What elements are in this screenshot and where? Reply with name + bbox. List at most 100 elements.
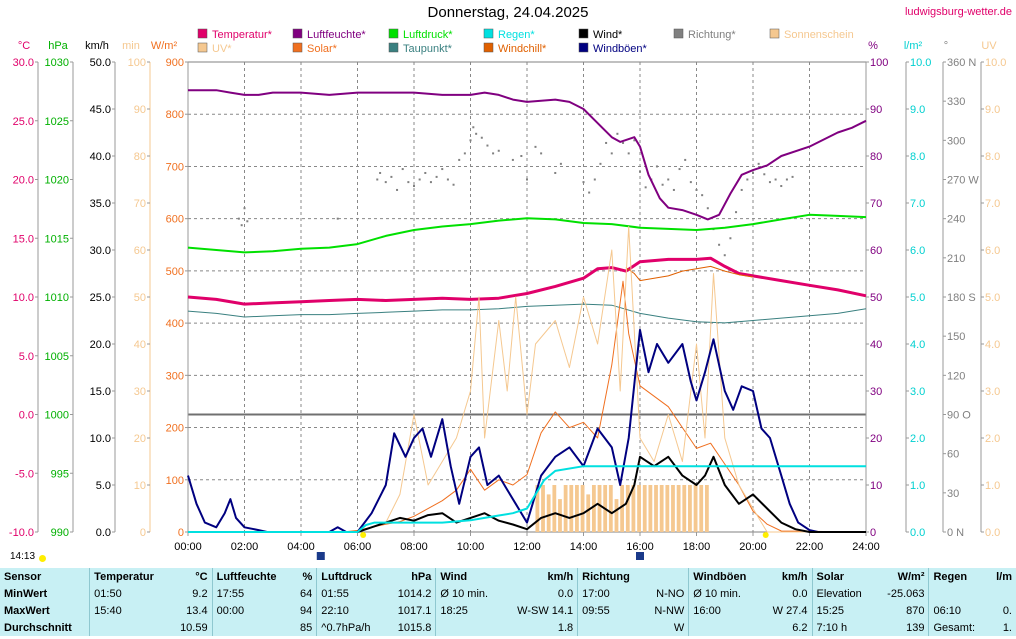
stats-header-sensor: Sensor bbox=[4, 570, 42, 583]
direction-dot bbox=[554, 171, 557, 174]
rain-min-value bbox=[988, 585, 1016, 602]
wind-tick-label: 30.0 bbox=[90, 245, 111, 257]
legend-swatch bbox=[292, 28, 303, 39]
hum-tick-label: 60 bbox=[870, 245, 882, 257]
sunmin-tick-label: 0 bbox=[140, 527, 146, 539]
sunshine-bar bbox=[654, 485, 658, 532]
x-tick-label: 04:00 bbox=[287, 541, 315, 553]
direction-dot bbox=[706, 207, 709, 210]
gust-max-label: 16:00 bbox=[688, 602, 762, 619]
stats-header-rain: Regen bbox=[928, 568, 988, 585]
stats-row-label: MaxWert bbox=[4, 604, 50, 617]
temp-tick-label: 10.0 bbox=[13, 292, 34, 304]
press-tick-label: 990 bbox=[51, 527, 69, 539]
x-tick-label: 14:00 bbox=[570, 541, 598, 553]
dir-min-time: 17:00 bbox=[577, 585, 644, 602]
direction-dot bbox=[768, 181, 771, 184]
temp-tick-label: -5.0 bbox=[15, 468, 34, 480]
x-tick-label: 12:00 bbox=[513, 541, 541, 553]
sunshine-bar bbox=[552, 485, 557, 532]
direction-dot bbox=[511, 158, 514, 161]
gust-min-value: 0.0 bbox=[792, 587, 808, 600]
wind-tick-label: 45.0 bbox=[90, 104, 111, 116]
temp-max-time: 15:40 bbox=[89, 602, 170, 619]
direction-dot bbox=[424, 171, 427, 174]
sunshine-bar bbox=[546, 494, 551, 532]
direction-dot bbox=[396, 188, 399, 191]
sunshine-bar bbox=[642, 485, 647, 532]
series-windchill bbox=[625, 265, 754, 282]
rain-tick-label: 6.0 bbox=[910, 245, 925, 257]
sunshine-bar bbox=[688, 485, 692, 532]
x-tick-label: 02:00 bbox=[231, 541, 259, 553]
series-regen bbox=[188, 465, 866, 533]
direction-dot bbox=[379, 171, 382, 174]
sunshine-bar bbox=[597, 485, 602, 532]
dir-tick-label: 30 bbox=[947, 488, 959, 500]
direction-dot bbox=[763, 173, 766, 176]
direction-dot bbox=[435, 175, 438, 178]
legend-swatch bbox=[388, 42, 399, 53]
sunshine-bar bbox=[575, 485, 579, 532]
uv-tick-label: 1.0 bbox=[985, 480, 1000, 492]
rain-axis-unit: l/m² bbox=[904, 40, 923, 52]
site-link[interactable]: ludwigsburg-wetter.de bbox=[904, 6, 1012, 18]
stats-header-wind: Wind bbox=[435, 568, 502, 585]
direction-dot bbox=[593, 178, 596, 181]
dir-max-time: 09:55 bbox=[577, 602, 644, 619]
press-min-time: 01:55 bbox=[316, 585, 387, 602]
stats-header-solar: Solar bbox=[811, 568, 876, 585]
solar-axis-unit: W/m² bbox=[151, 40, 178, 52]
x-tick-label: 24:00 bbox=[852, 541, 880, 553]
stats-header-press: Luftdruck bbox=[316, 568, 387, 585]
rain-tick-label: 5.0 bbox=[910, 292, 925, 304]
temp-min-time: 01:50 bbox=[89, 585, 170, 602]
hum-axis-unit: % bbox=[868, 40, 878, 52]
direction-dot bbox=[407, 181, 410, 184]
legend-label: Windböen* bbox=[593, 43, 648, 55]
x-tick-label: 20:00 bbox=[739, 541, 767, 553]
dir-tick-label: 150 bbox=[947, 331, 965, 343]
wind-tick-label: 0.0 bbox=[96, 527, 111, 539]
dir-tick-label: 300 bbox=[947, 135, 965, 147]
direction-dot bbox=[520, 155, 523, 157]
direction-dot bbox=[492, 152, 495, 155]
press-min-value: 1014.2 bbox=[397, 587, 432, 600]
temp-max-value: 13.4 bbox=[186, 604, 208, 617]
hum-max-time: 00:00 bbox=[211, 602, 293, 619]
stats-header-press-unit: hPa bbox=[411, 570, 432, 583]
rain-tick-label: 3.0 bbox=[910, 386, 925, 398]
sunshine-bar bbox=[586, 494, 591, 532]
rain-tick-label: 7.0 bbox=[910, 198, 925, 210]
direction-dot bbox=[469, 139, 472, 142]
series-solar bbox=[188, 280, 867, 533]
sunshine-bar bbox=[563, 485, 568, 532]
direction-dot bbox=[757, 162, 760, 165]
direction-dot bbox=[718, 243, 721, 246]
direction-dot bbox=[616, 132, 619, 135]
x-tick-label: 10:00 bbox=[457, 541, 485, 553]
uv-tick-label: 4.0 bbox=[985, 339, 1000, 351]
direction-dot bbox=[452, 183, 455, 186]
rain-tick-label: 8.0 bbox=[910, 151, 925, 163]
series-luftdruck bbox=[187, 213, 867, 254]
hum-tick-label: 20 bbox=[870, 433, 882, 445]
dir-tick-label: 180 S bbox=[947, 292, 976, 304]
uv-tick-label: 2.0 bbox=[985, 433, 1000, 445]
sunmin-tick-label: 20 bbox=[134, 433, 146, 445]
legend-swatch bbox=[292, 42, 303, 53]
rain-total-label: Gesamt: bbox=[928, 619, 988, 636]
sunshine-bar bbox=[591, 485, 596, 532]
temp-tick-label: 25.0 bbox=[13, 116, 34, 128]
sunmin-tick-label: 40 bbox=[134, 339, 146, 351]
dir-tick-label: 210 bbox=[947, 253, 965, 265]
direction-dot bbox=[582, 181, 585, 184]
direction-dot bbox=[672, 188, 675, 191]
stats-header-hum: Luftfeuchte bbox=[211, 568, 293, 585]
sunshine-bar bbox=[659, 485, 664, 532]
legend-swatch bbox=[673, 28, 684, 39]
direction-dot bbox=[695, 188, 698, 191]
sunmin-tick-label: 60 bbox=[134, 245, 146, 257]
dir-min-value: N-NO bbox=[656, 587, 685, 600]
dir-axis-unit: ° bbox=[944, 40, 948, 52]
